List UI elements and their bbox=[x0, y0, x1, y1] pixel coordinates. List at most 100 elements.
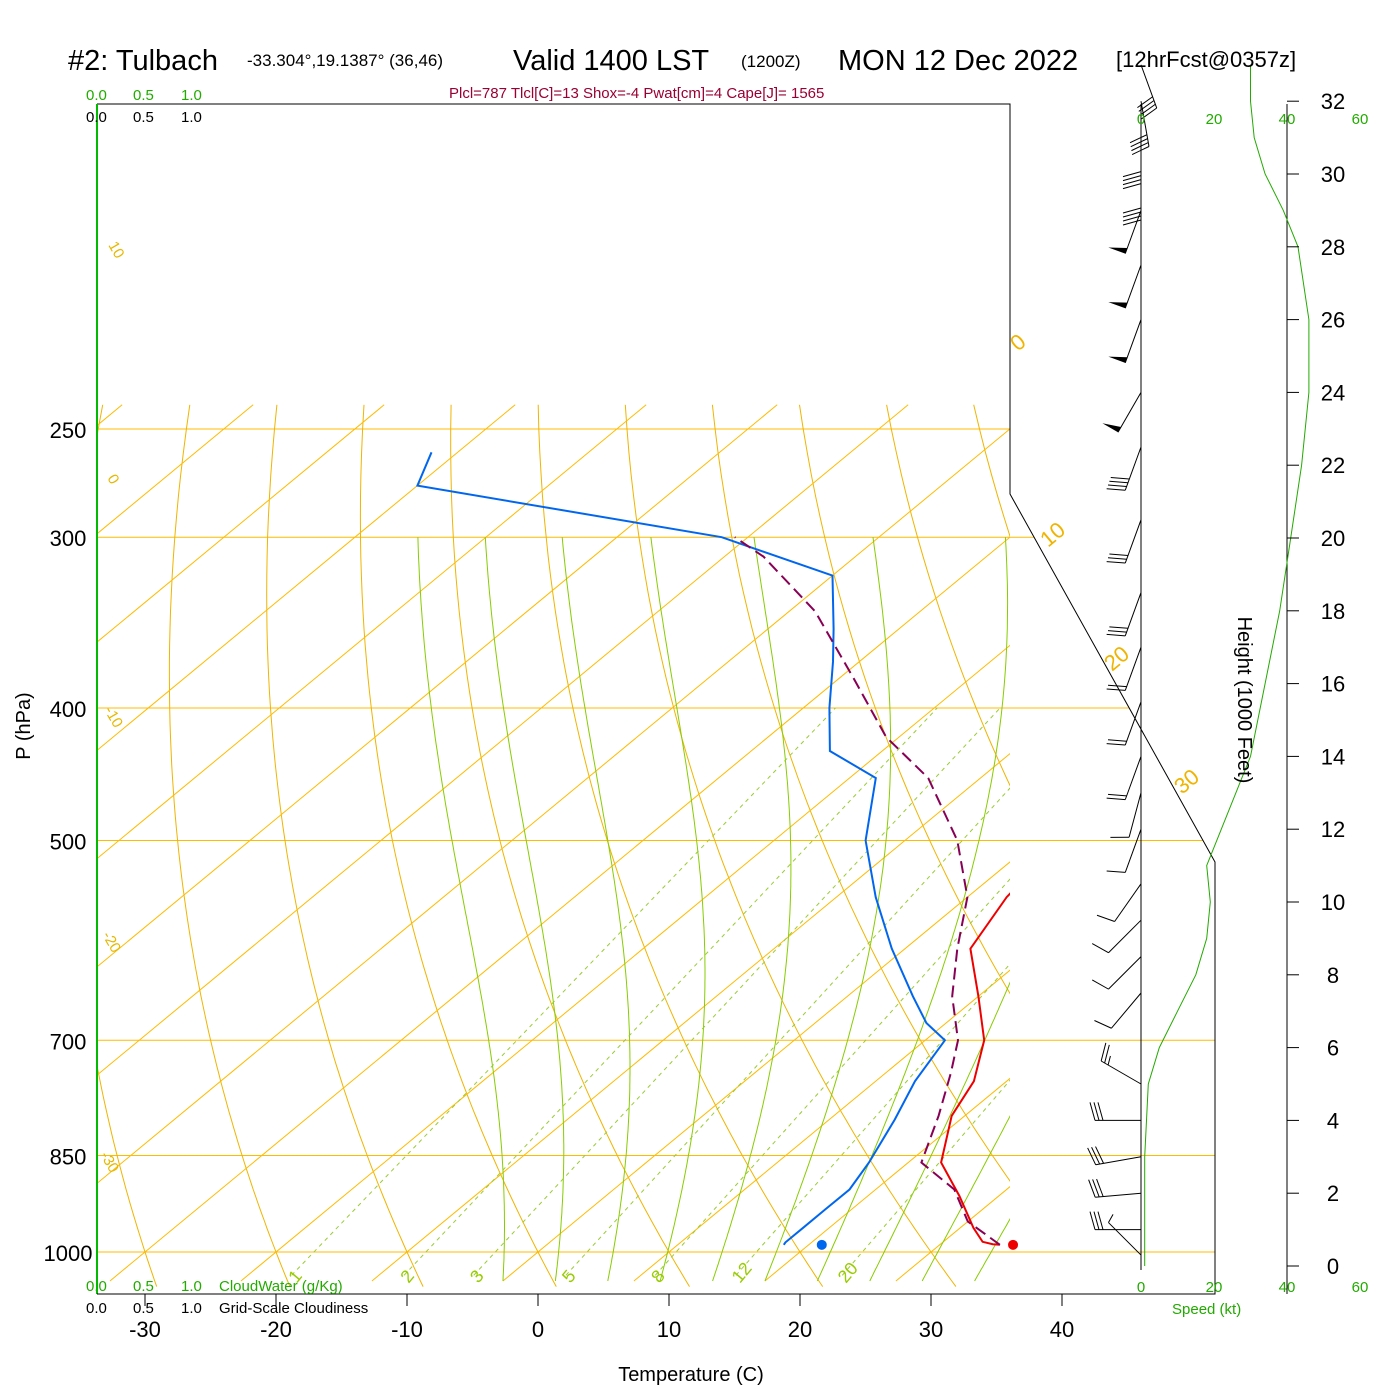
wind-barb-full bbox=[1122, 171, 1142, 178]
wind-barb-9 bbox=[1096, 883, 1142, 922]
cloudwater-tick-2: 1.0 bbox=[181, 87, 202, 104]
wind-barb-full bbox=[1109, 626, 1129, 629]
x-tick-label-1: -20 bbox=[260, 1317, 292, 1342]
isotherm--80 bbox=[97, 404, 516, 751]
moist-adiabat-8 bbox=[561, 537, 631, 1282]
wind-barb-full bbox=[1089, 1211, 1096, 1230]
dry-adiabat-90 bbox=[1148, 405, 1400, 1287]
isotherm--100 bbox=[97, 404, 254, 535]
height-tick-label-22: 22 bbox=[1321, 453, 1345, 478]
wind-barb-full bbox=[1107, 630, 1127, 633]
wind-barb-staff bbox=[1114, 883, 1142, 922]
wind-barb-staff bbox=[1124, 210, 1142, 254]
wind-barb-full bbox=[1122, 219, 1142, 226]
parcel-path bbox=[734, 536, 1001, 1246]
isotherm--50 bbox=[97, 404, 909, 1076]
wind-barb-21 bbox=[1108, 210, 1142, 254]
wind-barb-full bbox=[1129, 134, 1148, 144]
height-tick-label-20: 20 bbox=[1321, 526, 1345, 551]
dry-adiabat-0 bbox=[359, 404, 557, 1287]
isotherm--10 bbox=[371, 753, 1010, 1282]
wind-barb-13 bbox=[1106, 701, 1142, 746]
wind-barb-staff bbox=[1124, 319, 1142, 363]
cloudiness-bottom-tick-1: 0.5 bbox=[133, 1300, 154, 1317]
valid-time: Valid 1400 LST bbox=[513, 45, 709, 77]
speed-tick-bottom-1: 20 bbox=[1206, 1279, 1223, 1296]
wind-barb-full bbox=[1107, 557, 1127, 560]
wind-barb-staff bbox=[1100, 1060, 1142, 1085]
wind-barb-staff bbox=[1108, 956, 1142, 990]
wind-barb-full bbox=[1093, 1211, 1100, 1230]
cloudwater-tick-0: 0.0 bbox=[86, 87, 107, 104]
speed-tick-top-1: 20 bbox=[1206, 111, 1223, 128]
station-title: #2: Tulbach bbox=[68, 45, 218, 77]
height-tick-label-28: 28 bbox=[1321, 235, 1345, 260]
cloudwater-bottom-tick-0: 0.0 bbox=[86, 1278, 107, 1295]
height-tick-label-24: 24 bbox=[1321, 380, 1345, 405]
isotherm--90 bbox=[97, 404, 385, 643]
wind-barb-flag bbox=[1108, 356, 1128, 363]
pressure-tick-700: 700 bbox=[50, 1029, 87, 1054]
wind-barb-full bbox=[1138, 100, 1155, 112]
wind-barb-full bbox=[1106, 743, 1126, 746]
mixing-ratio-label-8: 8 bbox=[647, 1266, 669, 1287]
wind-barb-20 bbox=[1108, 264, 1142, 309]
cloudwater-legend: CloudWater (g/Kg) bbox=[219, 1278, 343, 1295]
station-location: -33.304°,19.1387° (36,46) bbox=[247, 51, 443, 70]
surface-markers bbox=[816, 1239, 1019, 1250]
speed-legend: Speed (kt) bbox=[1172, 1301, 1241, 1318]
valid-time-utc: (1200Z) bbox=[741, 52, 801, 71]
wind-barb-staff bbox=[1111, 992, 1142, 1029]
mixing-ratio-3 bbox=[473, 707, 1001, 1276]
wind-barb-25 bbox=[1137, 64, 1158, 120]
mixing-ratio-12 bbox=[735, 963, 1010, 1276]
dry-adiabat-20 bbox=[537, 404, 824, 1287]
x-tick-label-3: 0 bbox=[532, 1317, 544, 1342]
dewpoint-profile bbox=[415, 451, 947, 1246]
pressure-tick-1000: 1000 bbox=[44, 1241, 93, 1266]
dry-adiabat-label-30: 30 bbox=[1169, 764, 1204, 799]
cloudiness-bottom-tick-2: 1.0 bbox=[181, 1300, 202, 1317]
wind-barb-7 bbox=[1091, 956, 1142, 990]
moist-adiabat-24 bbox=[816, 537, 1009, 1282]
dry-adiabat-lines bbox=[97, 404, 1400, 1287]
height-tick-label-4: 4 bbox=[1327, 1108, 1339, 1133]
surface-dewpoint-dot bbox=[816, 1239, 827, 1250]
wind-barb-19 bbox=[1108, 319, 1142, 363]
dry-adiabat-40 bbox=[711, 404, 1010, 1182]
speed-tick-top-3: 60 bbox=[1352, 111, 1369, 128]
wind-barb-full bbox=[1095, 1146, 1105, 1164]
wind-barb-18 bbox=[1102, 392, 1142, 433]
x-axis-title: Temperature (C) bbox=[618, 1364, 764, 1386]
dry-adiabat-50 bbox=[799, 404, 1010, 995]
cloudiness-legend: Grid-Scale Cloudiness bbox=[219, 1300, 368, 1317]
valid-date: MON 12 Dec 2022 bbox=[838, 45, 1078, 77]
mixing-ratio-label-3: 3 bbox=[466, 1266, 488, 1287]
pressure-tick-250: 250 bbox=[50, 418, 87, 443]
height-tick-label-30: 30 bbox=[1321, 162, 1345, 187]
speed-tick-bottom-0: 0 bbox=[1137, 1279, 1145, 1296]
wind-barbs bbox=[1087, 64, 1158, 1256]
wind-barb-full bbox=[1122, 179, 1142, 186]
mixing-ratio-8 bbox=[654, 878, 1010, 1276]
height-tick-label-18: 18 bbox=[1321, 599, 1345, 624]
forecast-info: [12hrFcst@0357z] bbox=[1116, 47, 1296, 72]
wind-barb-3 bbox=[1087, 1146, 1142, 1166]
wind-barb-23 bbox=[1122, 137, 1142, 190]
dry-adiabat-30 bbox=[624, 404, 957, 1287]
cloudiness-tick-2: 1.0 bbox=[181, 109, 202, 126]
speed-tick-top-2: 40 bbox=[1279, 111, 1296, 128]
height-tick-label-10: 10 bbox=[1321, 890, 1345, 915]
pressure-axis: 250 300 400 500 700 850 1000 bbox=[44, 418, 93, 1266]
height-tick-label-12: 12 bbox=[1321, 817, 1345, 842]
dry-adiabat-60 bbox=[886, 404, 1010, 787]
wind-barb-5 bbox=[1100, 1042, 1142, 1085]
wind-barb-full bbox=[1091, 1147, 1101, 1165]
cloudiness-tick-1: 0.5 bbox=[133, 109, 154, 126]
cloudwater-bottom-tick-2: 1.0 bbox=[181, 1278, 202, 1295]
wind-barb-full bbox=[1104, 1044, 1110, 1064]
wind-barb-staff bbox=[1124, 829, 1142, 873]
